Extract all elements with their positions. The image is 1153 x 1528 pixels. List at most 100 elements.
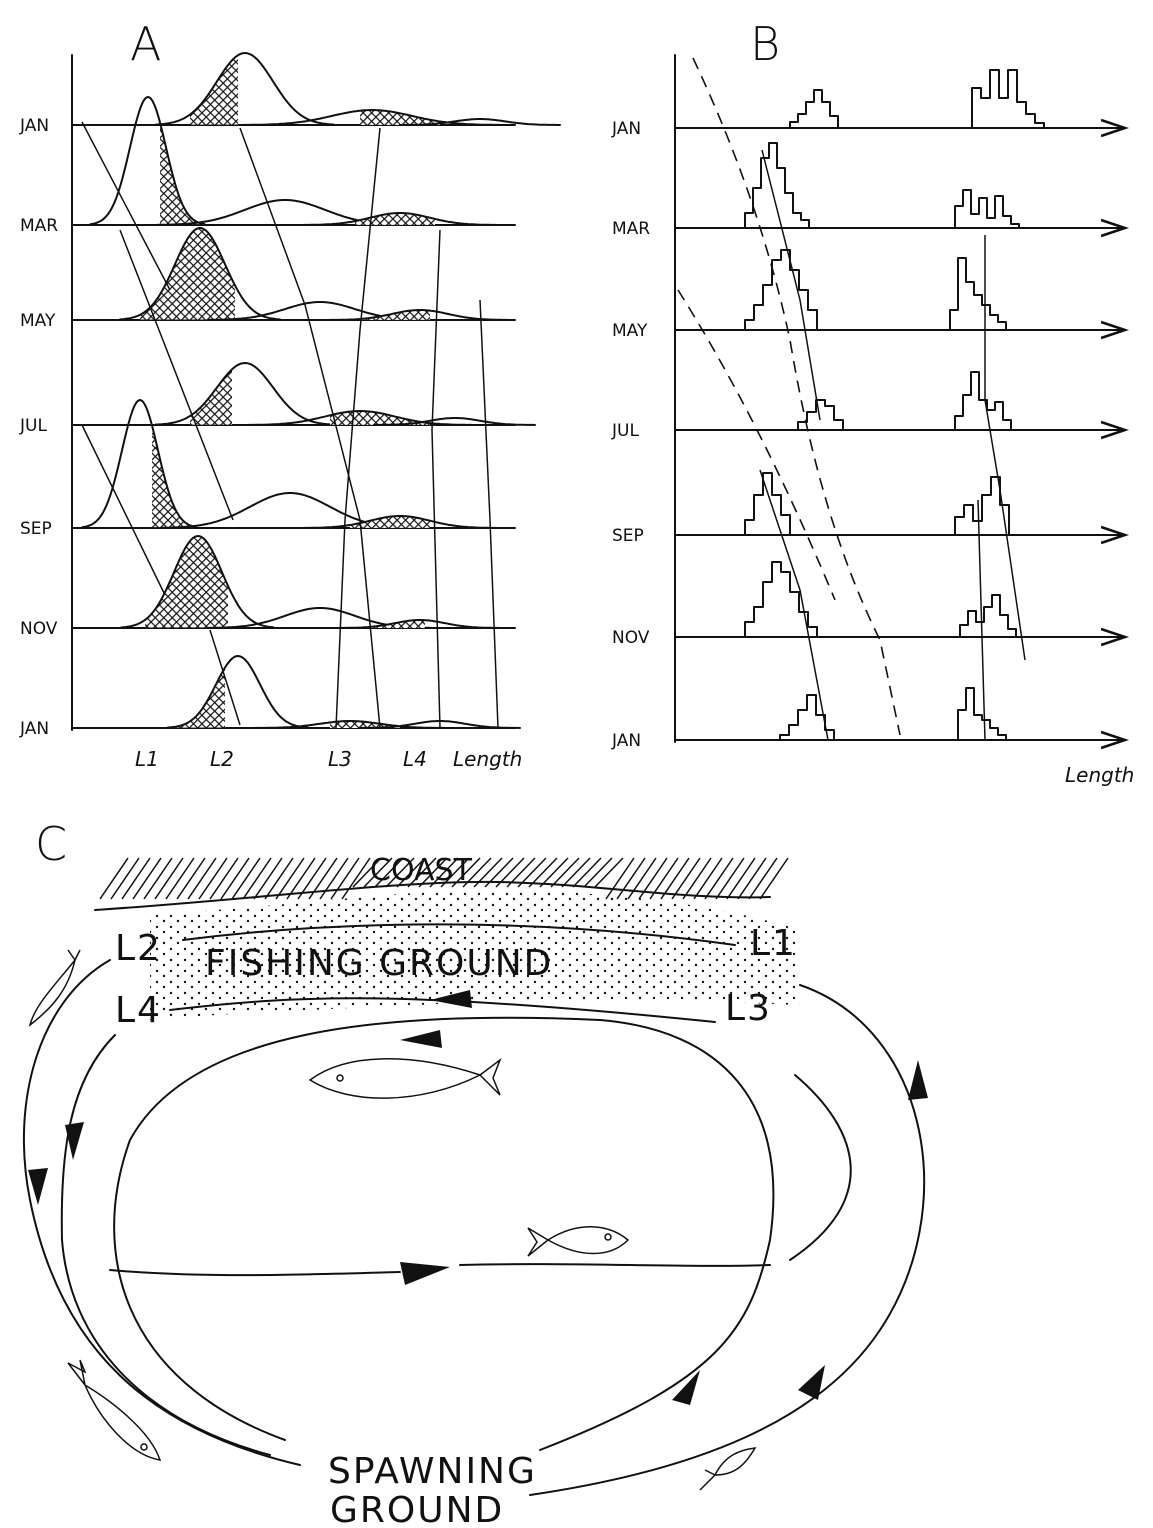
fishing-ground-label: FISHING GROUND — [205, 943, 553, 984]
route — [24, 960, 300, 1465]
hatch-line — [177, 858, 205, 899]
hatch-line — [243, 858, 271, 899]
month-label: SEP — [20, 519, 52, 539]
hatch-line — [749, 858, 777, 899]
month-label: JUL — [19, 416, 47, 436]
histogram — [798, 400, 843, 430]
hatch-line — [144, 858, 172, 899]
x-label: Length — [453, 747, 522, 771]
spawning-label: SPAWNING — [328, 1451, 537, 1492]
panel-label: A — [130, 17, 161, 71]
hatch-line — [683, 858, 711, 899]
hatch-line — [122, 858, 150, 899]
hatch-line — [342, 858, 370, 899]
histogram — [950, 258, 1006, 330]
month-label: MAR — [612, 219, 650, 239]
hatch-line — [727, 858, 755, 899]
hatch-line — [595, 858, 623, 887]
route — [114, 1018, 773, 1450]
panel-label: B — [750, 17, 780, 71]
histogram — [790, 90, 838, 128]
hatch-line — [111, 858, 139, 899]
hatch-line — [166, 858, 194, 899]
x-label: Length — [1065, 763, 1134, 787]
histogram — [960, 595, 1016, 637]
route — [790, 1075, 851, 1260]
hatch-line — [100, 858, 128, 899]
dashed-trend — [693, 58, 900, 735]
histogram — [955, 477, 1009, 535]
shaded-area — [82, 400, 196, 527]
month-label: JUL — [611, 421, 639, 441]
hatch-line — [716, 858, 744, 899]
histogram — [958, 688, 1006, 740]
histogram — [745, 250, 817, 330]
hatch-line — [551, 858, 579, 887]
hatch-line — [705, 858, 733, 899]
size-label: L4 — [115, 990, 162, 1031]
hatch-line — [573, 858, 601, 887]
length-curve — [155, 53, 333, 125]
shaded-area — [244, 110, 500, 125]
hatch-line — [584, 858, 612, 887]
month-label: MAR — [20, 216, 58, 236]
hatch-line — [210, 858, 238, 899]
panel-b: B JAN MAR MAY JUL SEP NOV JAN Length — [611, 17, 1134, 787]
month-label: NOV — [612, 628, 650, 648]
trend-line — [760, 150, 1025, 740]
histogram — [745, 473, 790, 535]
month-label: JAN — [19, 719, 49, 739]
x-label: L1 — [135, 747, 159, 771]
hatch-line — [540, 858, 568, 887]
month-label: MAY — [20, 311, 56, 331]
size-label: L1 — [750, 923, 797, 964]
month-label: JAN — [611, 119, 641, 139]
histogram — [780, 695, 834, 740]
histogram — [745, 143, 809, 228]
shaded-area — [248, 411, 472, 425]
month-label: SEP — [612, 526, 644, 546]
shaded-area — [155, 363, 333, 425]
panel-c: C COAST FISHING GROUND L2 L1 L4 L3 SPAWN… — [24, 817, 928, 1528]
route — [530, 985, 924, 1495]
histogram — [955, 190, 1019, 228]
hatch-line — [254, 858, 282, 899]
hatch-line — [562, 858, 590, 887]
page: {"panel_a": {"label": "A", "months": ["J… — [0, 0, 1153, 1528]
histogram — [955, 372, 1011, 430]
hatch-line — [155, 858, 183, 899]
histogram — [972, 70, 1044, 128]
x-label: L4 — [403, 747, 427, 771]
month-label: JAN — [611, 731, 641, 751]
hatch-line — [199, 858, 227, 899]
length-curve — [155, 363, 333, 425]
month-label: NOV — [20, 619, 58, 639]
hatch-line — [221, 858, 249, 899]
shaded-area — [121, 536, 273, 627]
month-label: MAY — [612, 321, 648, 341]
spawning-label: GROUND — [330, 1490, 504, 1528]
hatch-line — [606, 858, 634, 899]
coast-label: COAST — [370, 853, 473, 888]
hatch-line — [320, 858, 348, 899]
size-label: L3 — [725, 988, 772, 1029]
hatch-line — [672, 858, 700, 899]
month-label: JAN — [19, 116, 49, 136]
x-label: L2 — [210, 747, 234, 771]
shaded-area — [155, 53, 333, 125]
hatch-line — [331, 858, 359, 899]
x-label: L3 — [328, 747, 352, 771]
arrowhead — [28, 990, 928, 1405]
panel-label: C — [35, 817, 67, 871]
figure: A JAN MAR MAY JUL SEP NOV JAN L1 L2 L3 L4 Leng… — [0, 0, 1153, 1528]
length-curve — [82, 400, 196, 527]
size-label: L2 — [115, 928, 162, 969]
hatch-line — [232, 858, 260, 899]
hatch-line — [265, 858, 293, 899]
hatch-line — [760, 858, 788, 899]
hatch-line — [694, 858, 722, 899]
hatch-line — [738, 858, 766, 899]
hatch-line — [133, 858, 161, 899]
panel-a: A JAN MAR MAY JUL SEP NOV JAN L1 L2 L3 L4 Leng… — [19, 17, 560, 771]
fish — [30, 950, 755, 1490]
